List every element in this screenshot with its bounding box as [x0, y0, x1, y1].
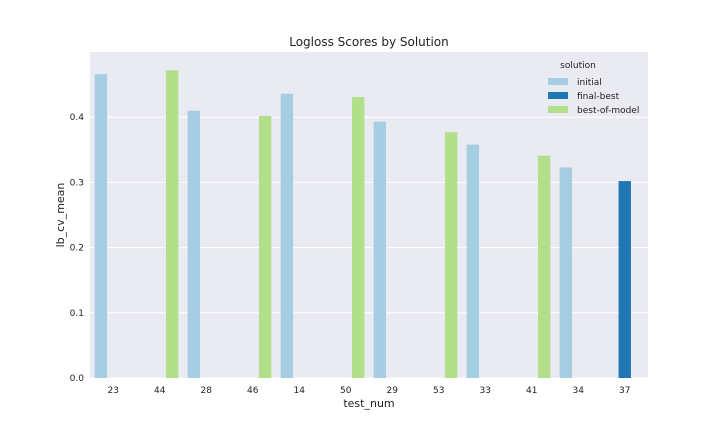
x-axis-label: test_num: [343, 397, 394, 410]
x-tick-label: 50: [340, 386, 352, 396]
x-tick-label: 34: [573, 386, 585, 396]
x-tick-label: 46: [247, 386, 259, 396]
y-tick-label: 0.4: [70, 113, 85, 123]
legend-swatch-initial: [548, 78, 568, 85]
legend-title: solution: [560, 61, 596, 71]
y-tick-label: 0.3: [70, 178, 84, 188]
y-axis-ticks: 0.0 0.1 0.2 0.3 0.4: [70, 113, 85, 384]
bar-initial: [373, 121, 387, 378]
x-tick-label: 28: [201, 386, 213, 396]
bar-best-of-model: [351, 96, 365, 378]
x-tick-label: 29: [387, 386, 399, 396]
legend-swatch-best-of-model: [548, 106, 568, 113]
x-axis-ticks: 23 44 28 46 14 50 29 53 33 41 34 37: [108, 386, 631, 396]
x-tick-label: 37: [619, 386, 630, 396]
y-tick-label: 0.0: [70, 374, 85, 384]
chart-title: Logloss Scores by Solution: [289, 35, 449, 49]
legend: solution initial final-best best-of-model: [548, 61, 639, 116]
x-tick-label: 14: [294, 386, 306, 396]
x-tick-label: 41: [526, 386, 537, 396]
legend-label-best-of-model: best-of-model: [577, 106, 639, 116]
bar-best-of-model: [258, 115, 272, 378]
bar-best-of-model: [537, 155, 551, 378]
gridlines: [90, 116, 648, 379]
bar-initial: [280, 93, 294, 378]
bar-best-of-model: [444, 132, 458, 378]
bar-initial: [94, 74, 108, 378]
x-tick-label: 44: [154, 386, 166, 396]
x-tick-label: 33: [480, 386, 491, 396]
y-tick-label: 0.1: [70, 309, 84, 319]
bar-final-best: [618, 181, 631, 378]
bars: [94, 70, 631, 379]
bar-initial: [466, 144, 480, 378]
y-axis-label: lb_cv_mean: [54, 183, 67, 248]
x-tick-label: 23: [108, 386, 119, 396]
legend-label-initial: initial: [577, 78, 602, 88]
legend-label-final-best: final-best: [577, 92, 620, 102]
legend-swatch-final-best: [548, 92, 568, 99]
y-tick-label: 0.2: [70, 244, 84, 254]
bar-initial: [559, 167, 573, 378]
x-tick-label: 53: [433, 386, 444, 396]
bar-initial: [187, 110, 201, 379]
bar-best-of-model: [165, 70, 179, 379]
